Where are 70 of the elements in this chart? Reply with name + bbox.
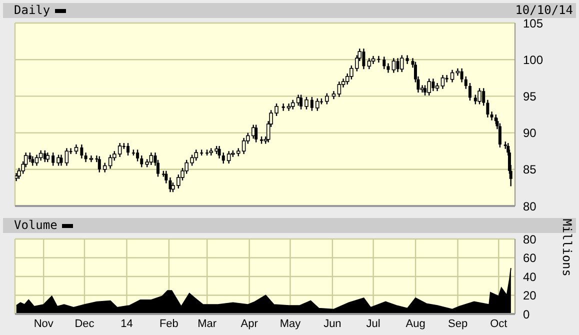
- candlestick: [28, 152, 32, 163]
- y-tick-label: 85: [523, 162, 537, 177]
- candlestick: [98, 156, 101, 173]
- candlestick: [424, 84, 427, 96]
- candlestick: [74, 144, 78, 155]
- candlestick: [460, 68, 464, 83]
- chart-title: Volume: [14, 218, 58, 233]
- candlestick: [226, 150, 231, 164]
- x-tick-label: May: [280, 318, 302, 330]
- candlestick: [315, 98, 320, 112]
- candlestick: [337, 80, 342, 98]
- x-tick-label: Jul: [366, 318, 380, 330]
- y-tick-label: 80: [523, 199, 537, 214]
- candlestick: [382, 56, 386, 70]
- y-tick-label: 90: [523, 126, 537, 140]
- y-tick-label: 40: [523, 270, 537, 284]
- x-tick-label: Sep: [448, 318, 468, 330]
- candlestick: [254, 124, 258, 143]
- y-tick-label: 0: [523, 307, 530, 322]
- candlestick: [468, 82, 472, 102]
- x-tick-label: 14: [120, 318, 133, 330]
- candlestick: [427, 78, 431, 96]
- x-tick-label: Feb: [159, 318, 178, 330]
- candlestick: [377, 55, 380, 64]
- y-axis-title: Millions: [560, 218, 574, 276]
- candlestick: [486, 99, 490, 118]
- x-tick-label: Dec: [74, 318, 95, 330]
- candlestick: [400, 54, 404, 73]
- x-tick-label: Oct: [490, 318, 508, 330]
- candlestick: [310, 96, 314, 112]
- candlestick: [386, 62, 390, 74]
- y-tick-label: 20: [523, 288, 537, 303]
- text: 10/10/14: [515, 3, 573, 18]
- x-tick-label: Apr: [240, 318, 258, 330]
- y-tick-label: 95: [523, 89, 537, 104]
- candlestick: [140, 154, 144, 168]
- candlestick: [450, 69, 454, 83]
- candlestick: [126, 142, 130, 156]
- x-tick-label: Aug: [406, 318, 426, 330]
- candlestick: [218, 145, 221, 160]
- y-tick-label: 60: [523, 251, 537, 266]
- x-tick-label: Nov: [34, 318, 54, 330]
- candlestick: [445, 74, 448, 83]
- candlestick: [80, 144, 84, 160]
- candlestick: [31, 156, 34, 166]
- candlestick: [392, 58, 396, 74]
- candlestick: [46, 152, 50, 163]
- candlestick: [136, 149, 140, 162]
- candlestick: [38, 150, 43, 162]
- y-tick-label: 80: [523, 232, 537, 246]
- candlestick: [300, 94, 303, 110]
- candlestick: [84, 152, 88, 163]
- y-tick-label: 100: [523, 52, 544, 67]
- candlestick: [52, 152, 55, 166]
- candlestick: [304, 96, 308, 110]
- x-tick-label: Jun: [324, 318, 342, 330]
- candlestick: [64, 148, 69, 166]
- candlestick: [222, 152, 225, 164]
- candlestick: [478, 88, 482, 105]
- candlestick: [282, 102, 285, 112]
- candlestick: [464, 76, 468, 90]
- candlestick: [440, 74, 445, 90]
- candlestick: [194, 149, 198, 162]
- y-tick-label: 105: [523, 16, 544, 30]
- chart-title: Daily: [14, 3, 50, 18]
- candlestick: [367, 58, 372, 70]
- candlestick: [325, 92, 329, 105]
- candlestick: [149, 152, 154, 166]
- x-tick-label: Mar: [198, 318, 217, 330]
- candlestick: [60, 154, 63, 166]
